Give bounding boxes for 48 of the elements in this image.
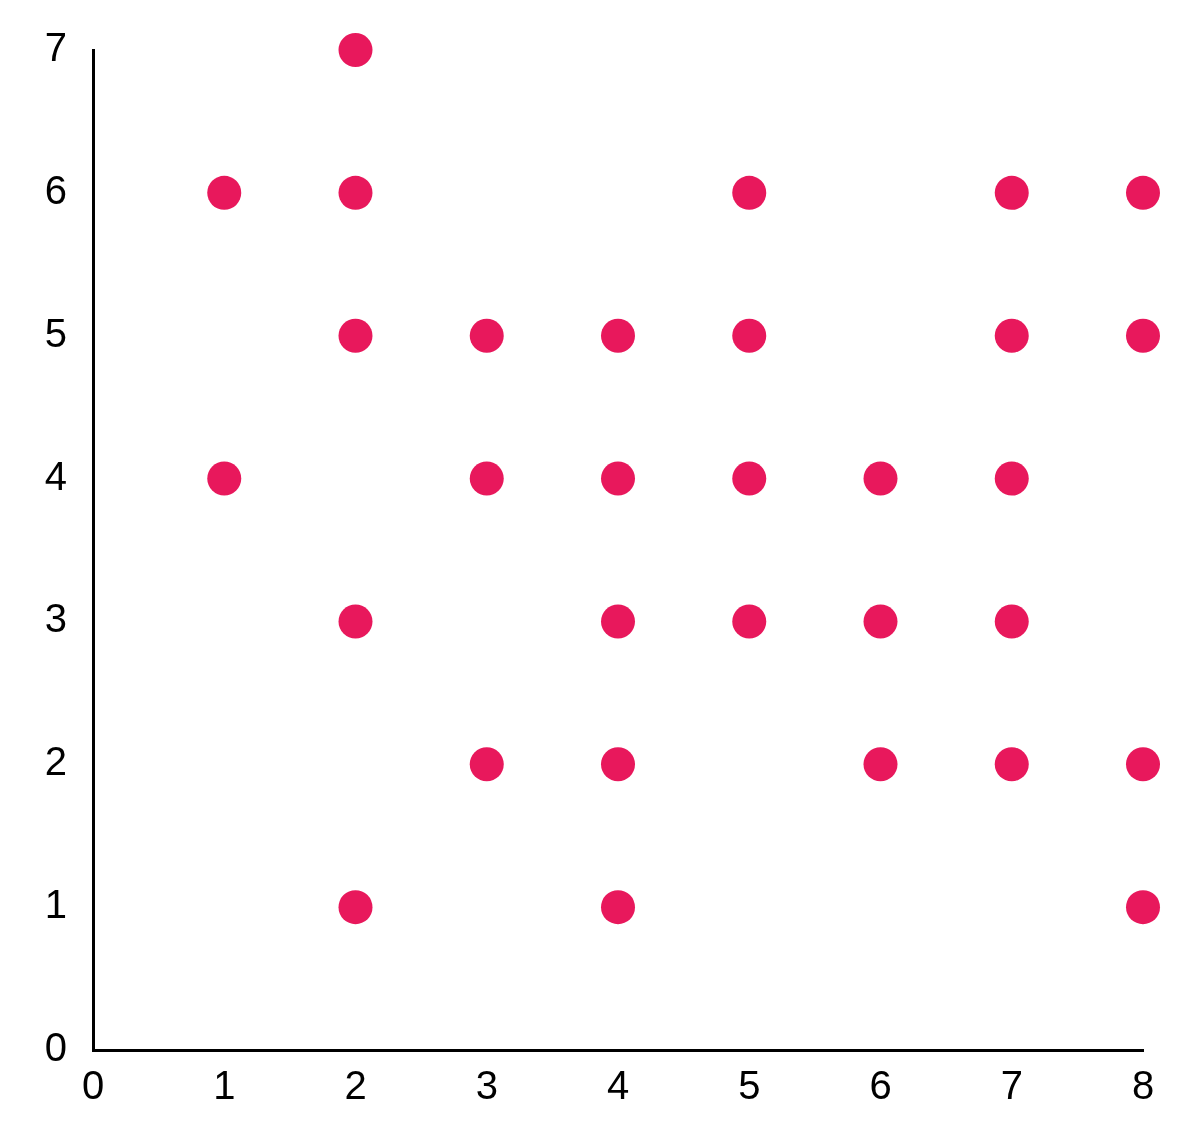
y-tick-label: 5 xyxy=(44,310,67,355)
x-tick-label: 0 xyxy=(81,1063,105,1108)
point xyxy=(1126,318,1160,353)
x-tick-label: 2 xyxy=(344,1063,367,1108)
y-tick-label: 0 xyxy=(44,1025,67,1070)
point xyxy=(338,175,373,210)
x-tick-label: 5 xyxy=(738,1063,761,1108)
x-tick-label: 7 xyxy=(1000,1063,1023,1108)
point xyxy=(994,747,1029,782)
point xyxy=(732,604,767,639)
point xyxy=(863,604,898,639)
y-tick-label: 4 xyxy=(44,453,67,498)
point xyxy=(1126,175,1160,210)
point xyxy=(207,461,242,496)
x-tick-label: 4 xyxy=(606,1063,630,1108)
point xyxy=(338,318,373,353)
y-tick-label: 1 xyxy=(44,882,67,927)
point xyxy=(863,747,898,782)
point xyxy=(732,318,767,353)
point xyxy=(469,318,504,353)
point xyxy=(1126,747,1160,782)
y-tick-label: 6 xyxy=(44,167,67,212)
point xyxy=(469,747,504,782)
point xyxy=(601,604,635,639)
point xyxy=(338,33,373,67)
point xyxy=(994,604,1029,639)
point xyxy=(732,461,767,496)
point xyxy=(338,890,373,925)
point xyxy=(601,318,635,353)
point xyxy=(732,175,767,210)
y-tick-label: 7 xyxy=(44,25,67,70)
point xyxy=(994,461,1029,496)
x-tick-label: 6 xyxy=(869,1063,892,1108)
x-tick-label: 8 xyxy=(1131,1063,1155,1108)
point xyxy=(863,461,898,496)
point xyxy=(994,318,1029,353)
point xyxy=(601,461,635,496)
point xyxy=(601,747,635,782)
point xyxy=(1126,890,1160,925)
point xyxy=(601,890,635,925)
y-tick-label: 2 xyxy=(44,739,67,784)
y-tick-label: 3 xyxy=(44,596,67,641)
point xyxy=(469,461,504,496)
point xyxy=(207,175,242,210)
point xyxy=(338,604,373,639)
x-tick-label: 3 xyxy=(475,1063,498,1108)
point xyxy=(994,175,1029,210)
x-tick-label: 1 xyxy=(213,1063,236,1108)
